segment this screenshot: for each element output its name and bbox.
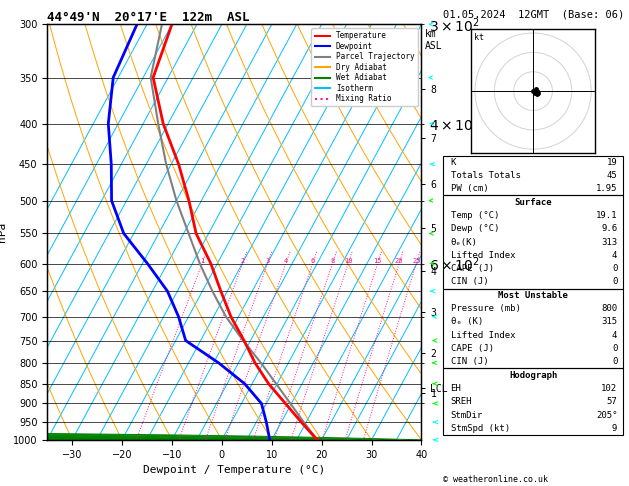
Text: 9: 9 [612, 424, 617, 433]
Text: EH: EH [450, 384, 461, 393]
Text: 45: 45 [606, 171, 617, 180]
Text: 44°49'N  20°17'E  122m  ASL: 44°49'N 20°17'E 122m ASL [47, 11, 250, 24]
Text: 315: 315 [601, 317, 617, 327]
Text: kt: kt [474, 33, 484, 42]
Text: Hodograph: Hodograph [509, 371, 557, 380]
Text: 9.6: 9.6 [601, 224, 617, 233]
Text: CIN (J): CIN (J) [450, 278, 488, 286]
Text: 4: 4 [284, 258, 288, 263]
Text: 01.05.2024  12GMT  (Base: 06): 01.05.2024 12GMT (Base: 06) [443, 9, 625, 19]
Text: 1.95: 1.95 [596, 184, 617, 193]
Bar [443, 195, 623, 289]
Legend: Temperature, Dewpoint, Parcel Trajectory, Dry Adiabat, Wet Adiabat, Isotherm, Mi: Temperature, Dewpoint, Parcel Trajectory… [311, 28, 418, 106]
Text: © weatheronline.co.uk: © weatheronline.co.uk [443, 474, 548, 484]
Bar [443, 289, 623, 368]
Text: 0: 0 [612, 357, 617, 366]
Text: Lifted Index: Lifted Index [450, 330, 515, 340]
Text: StmDir: StmDir [450, 411, 483, 419]
Text: Lifted Index: Lifted Index [450, 251, 515, 260]
Text: 4: 4 [612, 330, 617, 340]
Text: CIN (J): CIN (J) [450, 357, 488, 366]
Text: CAPE (J): CAPE (J) [450, 264, 494, 273]
Text: Totals Totals: Totals Totals [450, 171, 520, 180]
Text: 3: 3 [265, 258, 270, 263]
Text: 6: 6 [311, 258, 315, 263]
Text: 19: 19 [606, 157, 617, 167]
Text: 10: 10 [344, 258, 352, 263]
Text: 0: 0 [612, 278, 617, 286]
Text: 2: 2 [240, 258, 245, 263]
X-axis label: Dewpoint / Temperature (°C): Dewpoint / Temperature (°C) [143, 465, 325, 475]
Text: 8: 8 [330, 258, 335, 263]
Text: 57: 57 [606, 397, 617, 406]
Text: Surface: Surface [515, 198, 552, 207]
Text: 15: 15 [374, 258, 382, 263]
Text: Dewp (°C): Dewp (°C) [450, 224, 499, 233]
Bar [443, 156, 623, 195]
Text: 800: 800 [601, 304, 617, 313]
Text: 25: 25 [412, 258, 421, 263]
Text: SREH: SREH [450, 397, 472, 406]
Text: 1: 1 [200, 258, 204, 263]
Text: CAPE (J): CAPE (J) [450, 344, 494, 353]
Text: θₑ(K): θₑ(K) [450, 238, 477, 246]
Text: 0: 0 [612, 264, 617, 273]
Text: K: K [450, 157, 456, 167]
Text: 4: 4 [612, 251, 617, 260]
Text: PW (cm): PW (cm) [450, 184, 488, 193]
Text: 19.1: 19.1 [596, 211, 617, 220]
Text: 20: 20 [395, 258, 403, 263]
Text: StmSpd (kt): StmSpd (kt) [450, 424, 509, 433]
Text: km
ASL: km ASL [425, 29, 442, 51]
Text: Pressure (mb): Pressure (mb) [450, 304, 520, 313]
Text: 0: 0 [612, 344, 617, 353]
Text: 313: 313 [601, 238, 617, 246]
Text: Most Unstable: Most Unstable [498, 291, 568, 300]
Text: θₑ (K): θₑ (K) [450, 317, 483, 327]
Y-axis label: hPa: hPa [0, 222, 8, 242]
Text: 205°: 205° [596, 411, 617, 419]
Text: Temp (°C): Temp (°C) [450, 211, 499, 220]
Text: 102: 102 [601, 384, 617, 393]
Bar [443, 368, 623, 435]
